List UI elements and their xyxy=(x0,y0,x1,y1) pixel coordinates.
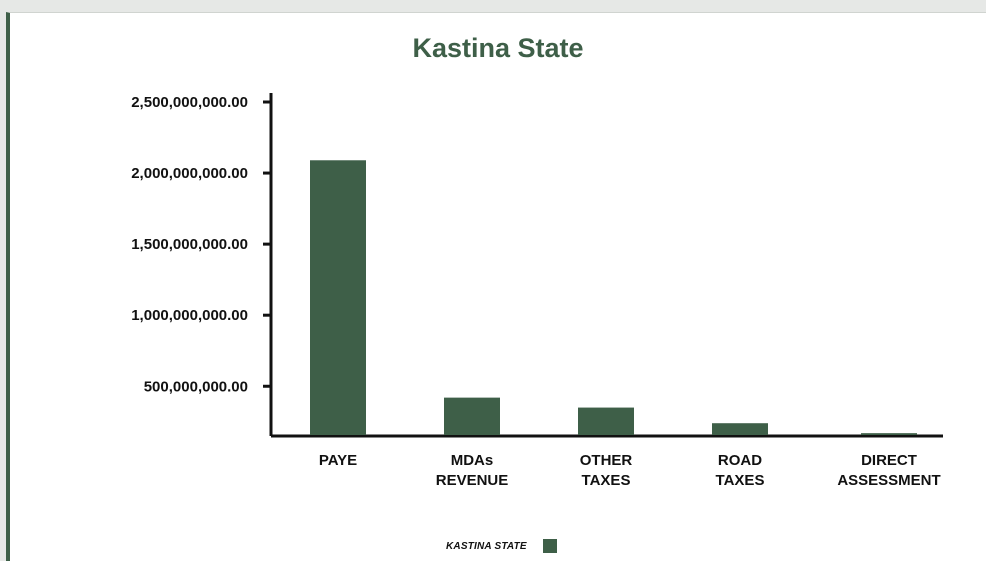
bar xyxy=(861,433,917,435)
legend-label: KASTINA STATE xyxy=(446,540,527,552)
x-tick-label: MDAs xyxy=(451,452,494,469)
bar xyxy=(578,407,634,435)
bar xyxy=(444,397,500,435)
y-tick-label: 1,000,000,000.00 xyxy=(131,307,248,324)
x-tick-label: ROAD xyxy=(718,452,762,469)
x-tick-label: REVENUE xyxy=(436,472,509,489)
y-tick-label: 500,000,000.00 xyxy=(144,378,248,395)
y-tick-label: 2,000,000,000.00 xyxy=(131,165,248,182)
x-tick-label: TAXES xyxy=(582,472,631,489)
x-tick-label: OTHER xyxy=(580,452,633,469)
legend-swatch xyxy=(542,539,557,553)
chart-title: Kastina State xyxy=(412,33,584,63)
y-tick-label: 2,500,000,000.00 xyxy=(131,94,248,111)
bar xyxy=(310,160,366,435)
bar xyxy=(712,423,768,435)
y-tick-label: 1,500,000,000.00 xyxy=(131,236,248,253)
x-tick-label: PAYE xyxy=(319,452,357,469)
chart-panel: Kastina State KASTINA STATE xyxy=(6,12,986,561)
legend: KASTINA STATE xyxy=(446,539,557,553)
x-tick-label: TAXES xyxy=(716,472,765,489)
x-tick-label: ASSESSMENT xyxy=(837,472,940,489)
x-tick-label: DIRECT xyxy=(861,452,917,469)
